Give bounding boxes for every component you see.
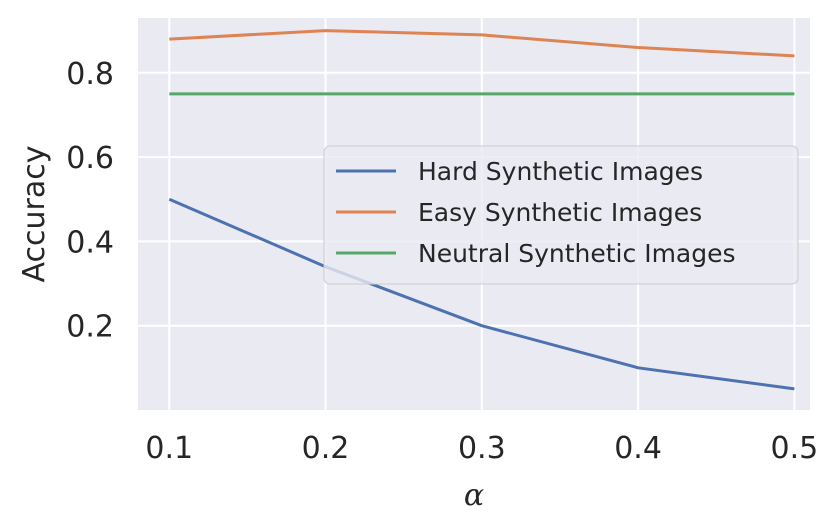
x-tick-labels: 0.1 0.2 0.3 0.4 0.5 (145, 431, 818, 466)
legend-box (323, 145, 799, 285)
series-line-2 (169, 29, 795, 58)
y-tick-labels: 0.2 0.4 0.6 0.8 (66, 57, 114, 345)
legend-label: Neutral Synthetic Images (418, 239, 736, 268)
legend: Hard Synthetic Images Easy Synthetic Imag… (323, 145, 799, 285)
x-tick-label: 0.5 (771, 431, 819, 466)
series-line-1 (168, 197, 795, 391)
y-tick-label: 0.8 (66, 57, 114, 92)
y-tick-label: 0.2 (66, 310, 114, 345)
x-tick-label: 0.1 (145, 431, 193, 466)
x-tick-label: 0.3 (458, 431, 506, 466)
x-tick-label: 0.2 (302, 431, 350, 466)
y-axis-label: Accuracy (17, 146, 52, 283)
legend-label: Easy Synthetic Images (418, 198, 702, 227)
y-tick-label: 0.4 (66, 225, 114, 260)
legend-label: Hard Synthetic Images (418, 157, 703, 186)
y-tick-label: 0.6 (66, 141, 114, 176)
series-lines (168, 29, 795, 391)
x-tick-label: 0.4 (614, 431, 662, 466)
x-axis-label: α (464, 478, 484, 513)
